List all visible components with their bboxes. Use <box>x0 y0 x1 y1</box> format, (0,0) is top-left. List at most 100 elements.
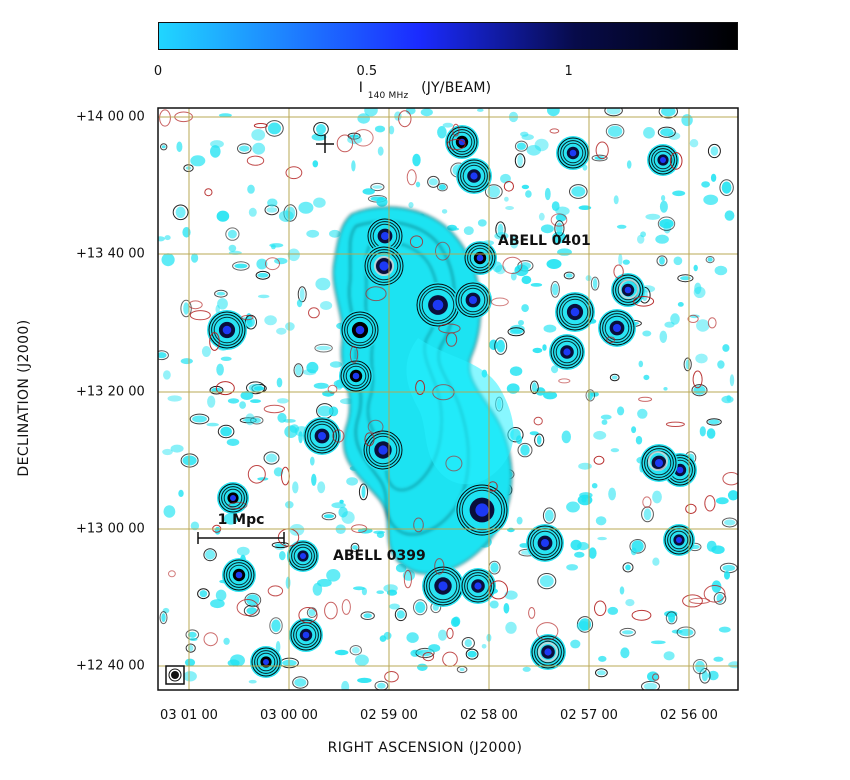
negative-contour <box>241 315 254 321</box>
cyan-noise-blob <box>164 235 171 241</box>
cyan-noise-blob <box>538 212 545 221</box>
negative-contour <box>332 429 345 443</box>
negative-contour <box>682 594 703 608</box>
cyan-noise-blob <box>504 196 509 202</box>
noise-contour <box>250 416 264 425</box>
cyan-noise-blob <box>544 187 551 201</box>
cyan-noise-blob <box>635 435 643 445</box>
cyan-noise-blob <box>310 456 315 466</box>
cyan-noise-blob <box>158 236 165 242</box>
ringed-source <box>374 256 394 276</box>
source-contour <box>602 313 632 343</box>
cyan-noise-blob <box>420 108 433 117</box>
cyan-noise-blob <box>672 190 686 197</box>
cyan-noise-blob <box>626 160 632 169</box>
cyan-noise-blob <box>555 213 567 222</box>
source-inner <box>235 571 243 579</box>
plot-frame <box>157 107 739 691</box>
cyan-noise-blob <box>521 134 534 141</box>
cyan-noise-blob <box>220 356 232 361</box>
noise-contour <box>719 179 734 197</box>
noise-contour <box>293 363 304 378</box>
source-contour <box>369 251 399 281</box>
cyan-noise-blob <box>526 145 541 156</box>
cyan-noise-blob <box>271 619 281 632</box>
cyan-noise-blob <box>525 190 532 198</box>
cyan-noise-blob <box>699 426 706 437</box>
cyan-noise-blob <box>695 353 708 364</box>
negative-contour <box>159 109 171 127</box>
cyan-noise-blob <box>600 414 612 420</box>
cyan-noise-blob <box>415 181 421 188</box>
negative-contour <box>403 569 412 589</box>
negative-contour <box>707 317 717 329</box>
source-contour <box>464 572 492 600</box>
negative-contour <box>434 558 445 575</box>
cyan-noise-blob <box>728 661 738 669</box>
cyan-noise-blob <box>618 253 623 266</box>
negative-contour <box>336 134 354 153</box>
cyan-noise-blob <box>507 527 515 533</box>
cyan-noise-blob <box>463 226 474 236</box>
source-contour <box>527 525 563 561</box>
source-inner <box>613 324 621 332</box>
negative-contour <box>263 404 286 414</box>
cyan-noise-blob <box>711 580 722 593</box>
negative-contour <box>298 607 318 624</box>
cyan-noise-blob <box>514 264 529 277</box>
cyan-noise-blob <box>322 390 335 397</box>
source-contour <box>612 274 644 306</box>
noise-contour <box>225 227 240 241</box>
noise-contour <box>658 108 678 119</box>
cyan-noise-blob <box>601 419 608 425</box>
source-contour <box>641 445 677 481</box>
cyan-noise-blob <box>412 153 421 167</box>
cyan-noise-blob <box>223 513 238 525</box>
negative-contour <box>633 296 655 307</box>
cyan-noise-blob <box>279 551 286 561</box>
cyan-noise-blob <box>277 398 289 404</box>
noise-contour <box>159 611 168 625</box>
negative-contour <box>685 503 697 514</box>
cyan-noise-blob <box>248 679 257 684</box>
cyan-noise-blob <box>295 364 302 376</box>
cyan-noise-blob <box>643 508 652 521</box>
negative-contour <box>536 622 559 641</box>
cyan-noise-blob <box>175 206 186 218</box>
negative-contour <box>236 599 259 616</box>
noise-contour <box>534 433 545 447</box>
cyan-noise-blob <box>315 277 331 291</box>
cyan-noise-blob <box>269 243 284 248</box>
noise-contour <box>158 350 169 361</box>
cyan-noise-blob <box>522 666 531 672</box>
cyan-noise-blob <box>581 497 587 503</box>
noise-contour <box>542 507 556 524</box>
negative-contour <box>215 381 235 396</box>
cyan-noise-blob <box>464 639 472 648</box>
cyan-noise-blob <box>294 678 307 687</box>
cyan-noise-blob <box>506 383 520 394</box>
cyan-noise-blob <box>496 339 506 353</box>
cyan-noise-blob <box>546 259 562 269</box>
cyan-noise-blob <box>417 663 428 671</box>
cyan-noise-blob <box>317 578 332 587</box>
cyan-noise-blob <box>516 142 527 150</box>
cyan-noise-blob <box>287 248 300 262</box>
source-inner <box>300 553 306 559</box>
noise-contour <box>360 611 375 621</box>
cyan-noise-blob <box>215 589 227 601</box>
cyan-noise-blob <box>716 593 724 604</box>
dec-tick-13-40: +13 40 00 <box>76 246 145 262</box>
cyan-noise-blob <box>571 186 586 197</box>
cyan-noise-blob <box>693 286 706 298</box>
negative-contour <box>285 166 303 180</box>
source-inner <box>355 325 365 335</box>
source-contour <box>461 569 495 603</box>
noise-contour <box>699 668 711 684</box>
source-inner <box>222 325 232 335</box>
cyan-noise-blob <box>715 497 729 505</box>
cyan-noise-blob <box>625 599 635 607</box>
noise-contour <box>349 645 362 656</box>
cross-marker <box>316 135 334 153</box>
